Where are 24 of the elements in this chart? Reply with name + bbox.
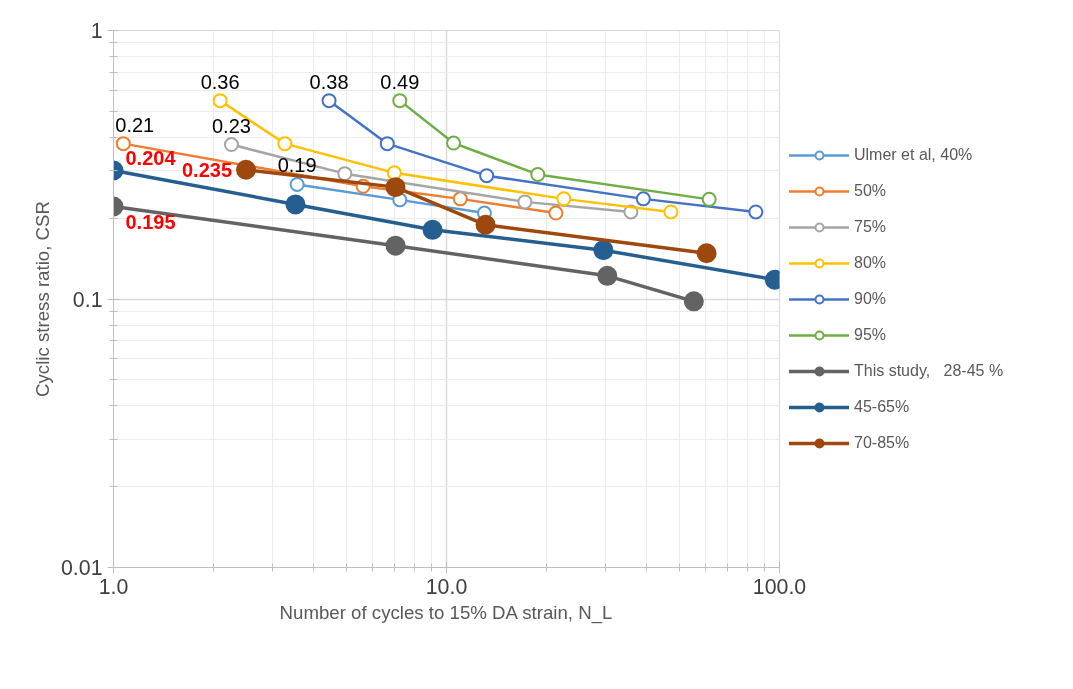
annotation: 0.195 [125, 210, 176, 233]
legend-label: 50% [854, 181, 888, 200]
x-axis-title: Number of cycles to 15% DA strain, N_L [279, 601, 613, 624]
legend-label: This study, 28-45 % [854, 361, 1004, 380]
annotation: 0.204 [125, 146, 177, 169]
annotation: 0.38 [309, 70, 349, 93]
x-tick-label: 100.0 [752, 574, 807, 599]
annotation: 0.235 [181, 158, 233, 181]
annotation: 0.23 [211, 114, 251, 137]
legend-label: 95% [854, 325, 888, 344]
legend-label: 90% [854, 289, 888, 308]
legend-label: 70-85% [854, 433, 911, 452]
y-tick-label: 1 [90, 19, 103, 43]
legend-label: 75% [854, 217, 888, 236]
annotation: 0.21 [115, 113, 155, 136]
x-tick-label: 10.0 [425, 574, 468, 599]
legend-label: Ulmer et al, 40% [854, 145, 974, 164]
y-tick-label: 0.1 [72, 287, 103, 312]
legend-label: 45-65% [854, 397, 911, 416]
annotation: 0.36 [200, 70, 240, 93]
y-axis-title: Cyclic stress ratio, CSR [31, 201, 53, 397]
annotation: 0.49 [380, 70, 420, 93]
annotation: 0.19 [277, 154, 317, 177]
legend-label: 80% [854, 253, 888, 272]
